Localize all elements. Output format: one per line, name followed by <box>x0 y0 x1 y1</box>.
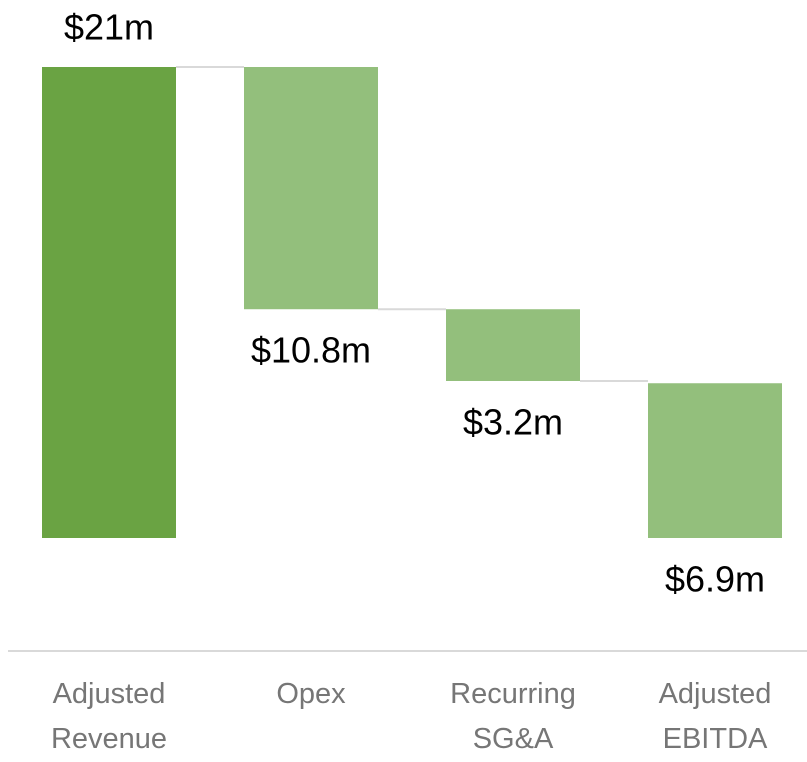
x-tick-label: Adjusted EBITDA <box>658 678 772 755</box>
x-tick-label: Adjusted Revenue <box>50 678 168 755</box>
value-label: $10.8m <box>251 330 371 371</box>
bar <box>446 309 580 381</box>
x-tick-label: Recurring SG&A <box>450 678 576 755</box>
value-label: $21m <box>64 7 154 48</box>
value-label: $3.2m <box>463 402 563 443</box>
x-tick-label: Opex <box>276 678 346 710</box>
bar <box>244 67 378 310</box>
value-label: $6.9m <box>665 559 765 600</box>
bar <box>42 67 176 538</box>
bar <box>648 383 782 538</box>
